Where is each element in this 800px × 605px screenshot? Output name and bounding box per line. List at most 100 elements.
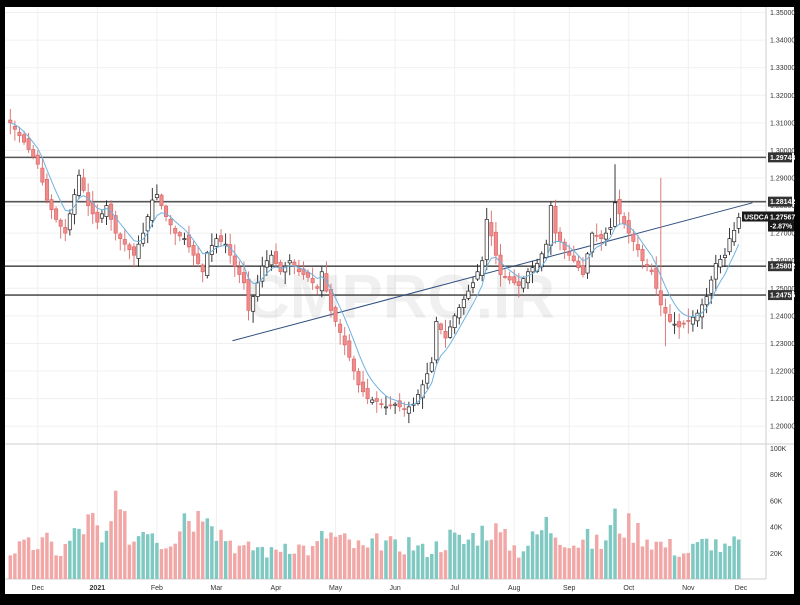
candle-body xyxy=(319,271,324,292)
candle-body xyxy=(681,322,686,325)
candle-body xyxy=(535,263,540,272)
volume-bar xyxy=(695,542,700,579)
candle-body xyxy=(677,321,682,328)
price-tick-label: 1.35000 xyxy=(770,10,795,17)
volume-bar xyxy=(480,525,484,579)
candle-body xyxy=(736,217,741,229)
volume-bar xyxy=(434,541,439,579)
volume-bar xyxy=(159,549,164,579)
volume-bar xyxy=(109,521,113,579)
candle-body xyxy=(136,243,141,259)
candle-body xyxy=(631,233,636,242)
volume-bar xyxy=(123,511,127,579)
volume-tick-label: 80K xyxy=(770,472,783,479)
time-tick-label: Dec xyxy=(32,585,45,592)
volume-bar xyxy=(136,536,141,579)
volume-bar xyxy=(613,508,617,579)
volume-bar xyxy=(526,545,530,579)
volume-bar xyxy=(549,533,553,579)
candle-body xyxy=(388,404,393,407)
candle-body xyxy=(186,234,191,248)
candle-body xyxy=(260,265,265,282)
price-tick-label: 1.20000 xyxy=(770,424,795,431)
volume-bar xyxy=(672,555,677,579)
volume-bar xyxy=(562,547,567,579)
volume-bar xyxy=(200,521,205,579)
volume-bar xyxy=(439,552,443,579)
volume-bar xyxy=(590,548,594,579)
volume-bar xyxy=(544,516,549,579)
volume-bar xyxy=(205,518,210,579)
volume-tick-label: 100K xyxy=(770,446,787,453)
candle-body xyxy=(521,278,526,289)
candle-body xyxy=(131,246,136,256)
time-tick-label: Feb xyxy=(151,585,163,592)
volume-bar xyxy=(81,534,86,579)
volume-bar xyxy=(640,546,645,579)
volume-bar xyxy=(617,533,622,579)
candle-body xyxy=(512,276,517,284)
time-tick-label: Aug xyxy=(508,585,521,592)
volume-bar xyxy=(306,555,310,579)
volume-bar xyxy=(384,540,388,579)
volume-bar xyxy=(155,542,159,579)
volume-bar xyxy=(246,541,251,579)
candle-body xyxy=(544,243,549,258)
candle-body xyxy=(118,233,123,240)
volume-bar xyxy=(191,531,196,579)
time-tick-label: Dec xyxy=(735,585,748,592)
candle-body xyxy=(438,323,443,331)
volume-bar xyxy=(539,530,544,579)
candle-body xyxy=(182,238,187,241)
volume-bar xyxy=(127,544,132,579)
volume-bar xyxy=(397,551,402,579)
volume-bar xyxy=(104,530,109,579)
candle-body xyxy=(635,244,640,251)
candle-body xyxy=(274,251,279,264)
volume-bar xyxy=(356,540,361,579)
candle-body xyxy=(383,406,388,409)
volume-bar xyxy=(233,553,237,579)
candle-body xyxy=(287,260,292,264)
price-tick-label: 1.30000 xyxy=(770,148,795,155)
volume-bar xyxy=(91,512,95,579)
volume-bar xyxy=(13,553,17,579)
candle-body xyxy=(732,230,737,243)
candle-body xyxy=(191,245,196,256)
candle-body xyxy=(122,239,127,245)
volume-bar xyxy=(77,528,81,579)
trendline xyxy=(232,202,753,342)
candle-body xyxy=(17,131,22,137)
candle-body xyxy=(443,331,448,339)
candle-body xyxy=(251,296,256,312)
candle-body xyxy=(26,138,31,150)
candle-body xyxy=(361,381,366,393)
volume-bar xyxy=(457,534,461,579)
volume-bar xyxy=(132,541,136,579)
level-label-text: 1.25802 xyxy=(770,264,795,271)
volume-bar xyxy=(572,545,576,579)
time-tick-label: Mar xyxy=(210,585,223,592)
volume-bar xyxy=(704,538,709,579)
volume-bar xyxy=(604,540,608,579)
volume-bar xyxy=(150,533,155,579)
volume-bar xyxy=(49,541,54,579)
volume-tick-label: 60K xyxy=(770,498,783,505)
volume-bar xyxy=(535,534,539,579)
candle-body xyxy=(713,263,718,280)
volume-bar xyxy=(310,546,315,579)
candle-body xyxy=(177,232,182,237)
candle-body xyxy=(54,208,59,220)
candle-body xyxy=(44,179,49,201)
volume-bar xyxy=(622,537,626,579)
level-label-text: 1.24755 xyxy=(770,293,795,300)
candle-body xyxy=(127,244,132,251)
candle-body xyxy=(338,323,343,333)
volume-bar xyxy=(649,549,654,579)
candle-body xyxy=(356,371,361,386)
candle-body xyxy=(241,272,246,284)
volume-bar xyxy=(210,526,214,579)
candle-body xyxy=(457,307,462,319)
candle-body xyxy=(8,119,13,124)
volume-bar xyxy=(443,550,448,579)
